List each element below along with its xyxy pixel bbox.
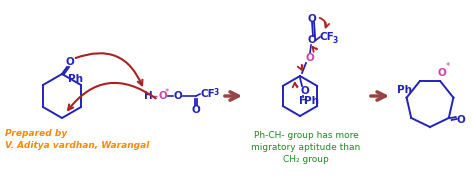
Text: O: O (308, 35, 316, 45)
Text: Ph: Ph (68, 74, 82, 84)
Text: migratory aptitude than: migratory aptitude than (251, 143, 361, 152)
Text: O: O (65, 57, 74, 67)
Text: Prepared by: Prepared by (5, 129, 67, 138)
Text: Ph-CH- group has more: Ph-CH- group has more (254, 131, 358, 141)
Text: H: H (299, 96, 307, 106)
Text: Ph: Ph (397, 85, 412, 95)
Text: O: O (159, 91, 167, 101)
Text: O: O (191, 105, 201, 115)
Text: 3: 3 (214, 88, 219, 97)
Text: CF: CF (320, 32, 335, 42)
FancyArrowPatch shape (68, 83, 156, 110)
FancyArrowPatch shape (312, 47, 317, 52)
FancyArrowPatch shape (298, 65, 302, 70)
Text: O: O (308, 14, 316, 24)
FancyArrowPatch shape (319, 18, 329, 28)
Text: 3: 3 (333, 36, 338, 45)
Text: O: O (306, 53, 314, 63)
FancyArrowPatch shape (292, 83, 298, 87)
Text: CF: CF (201, 89, 216, 99)
Text: CH₂ group: CH₂ group (283, 155, 329, 164)
Text: O: O (173, 91, 182, 101)
Text: Ph: Ph (304, 96, 319, 106)
FancyArrowPatch shape (75, 53, 142, 85)
Text: *: * (165, 87, 169, 96)
Text: H: H (144, 91, 152, 101)
Text: *: * (314, 47, 318, 56)
Text: O: O (301, 86, 310, 96)
Text: V. Aditya vardhan, Warangal: V. Aditya vardhan, Warangal (5, 141, 149, 150)
Text: O: O (456, 115, 465, 125)
Text: *: * (446, 62, 450, 71)
Text: O: O (437, 68, 446, 78)
